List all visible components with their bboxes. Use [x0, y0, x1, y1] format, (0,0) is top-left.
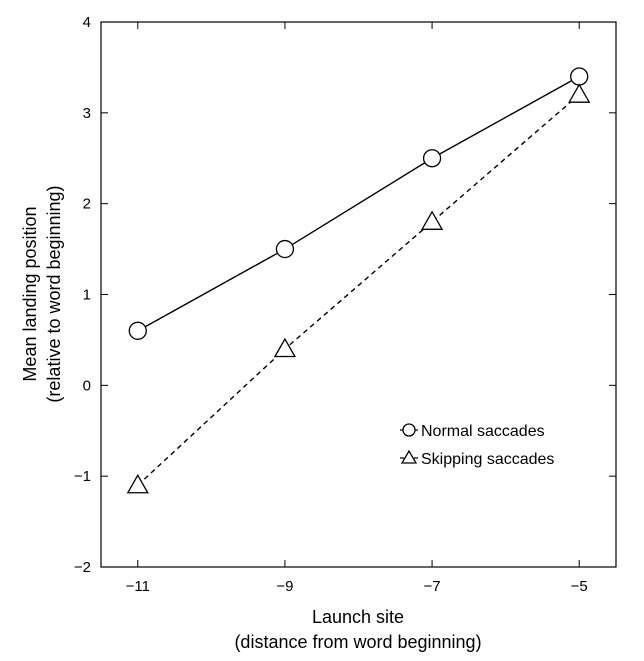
x-axis: −11 −9 −7 −5 [126, 22, 588, 595]
data-point-skipping [568, 83, 591, 103]
legend-item-skipping: Skipping saccades [400, 449, 554, 468]
y-axis-title-line-2: (relative to word beginning) [44, 185, 64, 402]
plot-area [100, 21, 617, 568]
legend-item-normal: Normal saccades [400, 423, 545, 440]
data-point-normal [275, 239, 295, 259]
y-axis: −2 −1 0 1 2 3 4 [74, 14, 616, 576]
y-axis-title: Mean landing position (relative to word … [20, 185, 64, 402]
y-tick-label: 1 [83, 287, 91, 304]
x-axis-title-line-2: (distance from word beginning) [234, 632, 481, 652]
series-line-normal [137, 75, 580, 332]
y-tick-label: 2 [83, 196, 91, 213]
data-point-skipping [420, 210, 444, 230]
legend-triangle-marker-icon [400, 449, 418, 464]
x-axis-title: Launch site (distance from word beginnin… [234, 607, 481, 652]
legend: Normal saccades Skipping saccades [400, 423, 554, 468]
legend-circle-marker-icon [402, 423, 416, 437]
y-tick-label: 3 [83, 105, 91, 122]
legend-label-normal: Normal saccades [421, 423, 545, 440]
x-tick-label: −9 [276, 578, 293, 595]
plot-frame [100, 21, 617, 568]
x-tick-label: −7 [424, 578, 441, 595]
x-tick-label: −5 [571, 578, 588, 595]
y-tick-label: −1 [74, 468, 91, 485]
data-point-skipping [273, 337, 297, 358]
y-tick-label: −2 [74, 559, 91, 576]
x-tick-label: −11 [126, 578, 150, 595]
y-tick-label: 4 [83, 14, 91, 31]
y-axis-title-line-1: Mean landing position [20, 206, 40, 381]
series-line-skipping [137, 94, 580, 486]
series-layer [126, 67, 591, 494]
legend-label-skipping: Skipping saccades [421, 451, 554, 468]
data-point-normal [422, 149, 442, 168]
data-point-skipping [126, 473, 149, 494]
y-tick-label: 0 [83, 377, 91, 394]
data-point-normal [128, 321, 147, 340]
data-point-normal [570, 67, 589, 86]
x-axis-title-line-1: Launch site [312, 607, 404, 627]
